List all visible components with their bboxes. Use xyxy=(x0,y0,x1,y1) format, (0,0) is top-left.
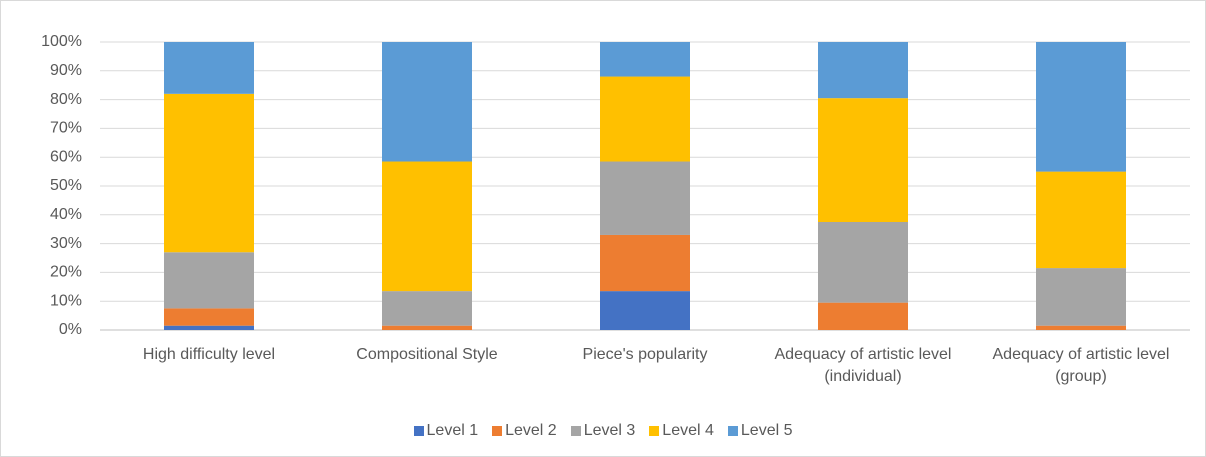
y-tick-label: 30% xyxy=(50,235,82,252)
y-tick-label: 0% xyxy=(59,321,82,338)
bar-segment xyxy=(164,93,254,253)
bar-segment xyxy=(600,161,690,235)
legend-swatch xyxy=(492,426,503,436)
legend-label: Level 2 xyxy=(505,422,557,439)
bar-segment xyxy=(164,42,254,94)
bar-segment xyxy=(600,76,690,162)
bar-segment xyxy=(818,302,908,330)
legend: Level 1 Level 2 Level 3 Level 4 Level 5 xyxy=(0,422,1206,440)
bar-segment xyxy=(600,291,690,330)
bar-segment xyxy=(600,42,690,77)
bar-segment xyxy=(164,252,254,309)
x-tick-label: High difficulty level xyxy=(142,346,276,363)
bar-segment xyxy=(382,42,472,162)
legend-item: Level 4 xyxy=(649,422,714,440)
bar-segment xyxy=(818,98,908,222)
legend-label: Level 3 xyxy=(583,422,636,439)
legend-swatch xyxy=(413,426,424,436)
bar-segment xyxy=(1036,42,1126,172)
bar-segment xyxy=(818,222,908,303)
y-tick-label: 40% xyxy=(50,206,82,223)
bar-segment xyxy=(1036,171,1126,269)
x-tick-label: Piece's popularity xyxy=(582,346,708,363)
bar-segment xyxy=(600,234,690,292)
y-tick-label: 50% xyxy=(50,177,82,194)
y-tick-label: 60% xyxy=(50,148,82,165)
legend-swatch xyxy=(649,426,660,436)
bar-segment xyxy=(382,291,472,326)
bar-segment xyxy=(164,308,254,326)
bar-segment xyxy=(818,42,908,99)
y-tick-label: 100% xyxy=(41,33,82,50)
bar-segment xyxy=(382,325,472,330)
y-tick-label: 70% xyxy=(50,120,82,137)
legend-item: Level 2 xyxy=(492,422,557,440)
legend-label: Level 5 xyxy=(740,422,793,439)
x-tick-label: Adequacy of artistic level (individual) xyxy=(774,346,952,385)
legend-item: Level 1 xyxy=(413,422,479,440)
y-tick-label: 90% xyxy=(50,62,82,79)
x-tick-label: Adequacy of artistic level (group) xyxy=(992,346,1170,385)
legend-item: Level 5 xyxy=(727,422,793,440)
y-tick-label: 80% xyxy=(50,91,82,108)
bar-segment xyxy=(164,325,254,330)
legend-swatch xyxy=(727,426,738,436)
x-tick-label: Compositional Style xyxy=(356,346,498,363)
bar-segment xyxy=(1036,268,1126,326)
legend-label: Level 1 xyxy=(426,422,479,439)
legend-swatch xyxy=(570,426,581,436)
bar-segment xyxy=(382,161,472,292)
y-tick-label: 20% xyxy=(50,264,82,281)
legend-label: Level 4 xyxy=(662,422,714,439)
legend-item: Level 3 xyxy=(570,422,636,440)
y-tick-label: 10% xyxy=(50,292,82,309)
bar-segment xyxy=(1036,325,1126,330)
